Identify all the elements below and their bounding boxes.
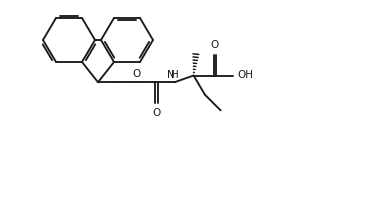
Text: N: N	[166, 70, 174, 80]
Text: O: O	[211, 40, 219, 50]
Text: H: H	[171, 70, 178, 80]
Text: OH: OH	[237, 71, 253, 81]
Text: O: O	[132, 69, 140, 79]
Text: O: O	[152, 108, 160, 118]
